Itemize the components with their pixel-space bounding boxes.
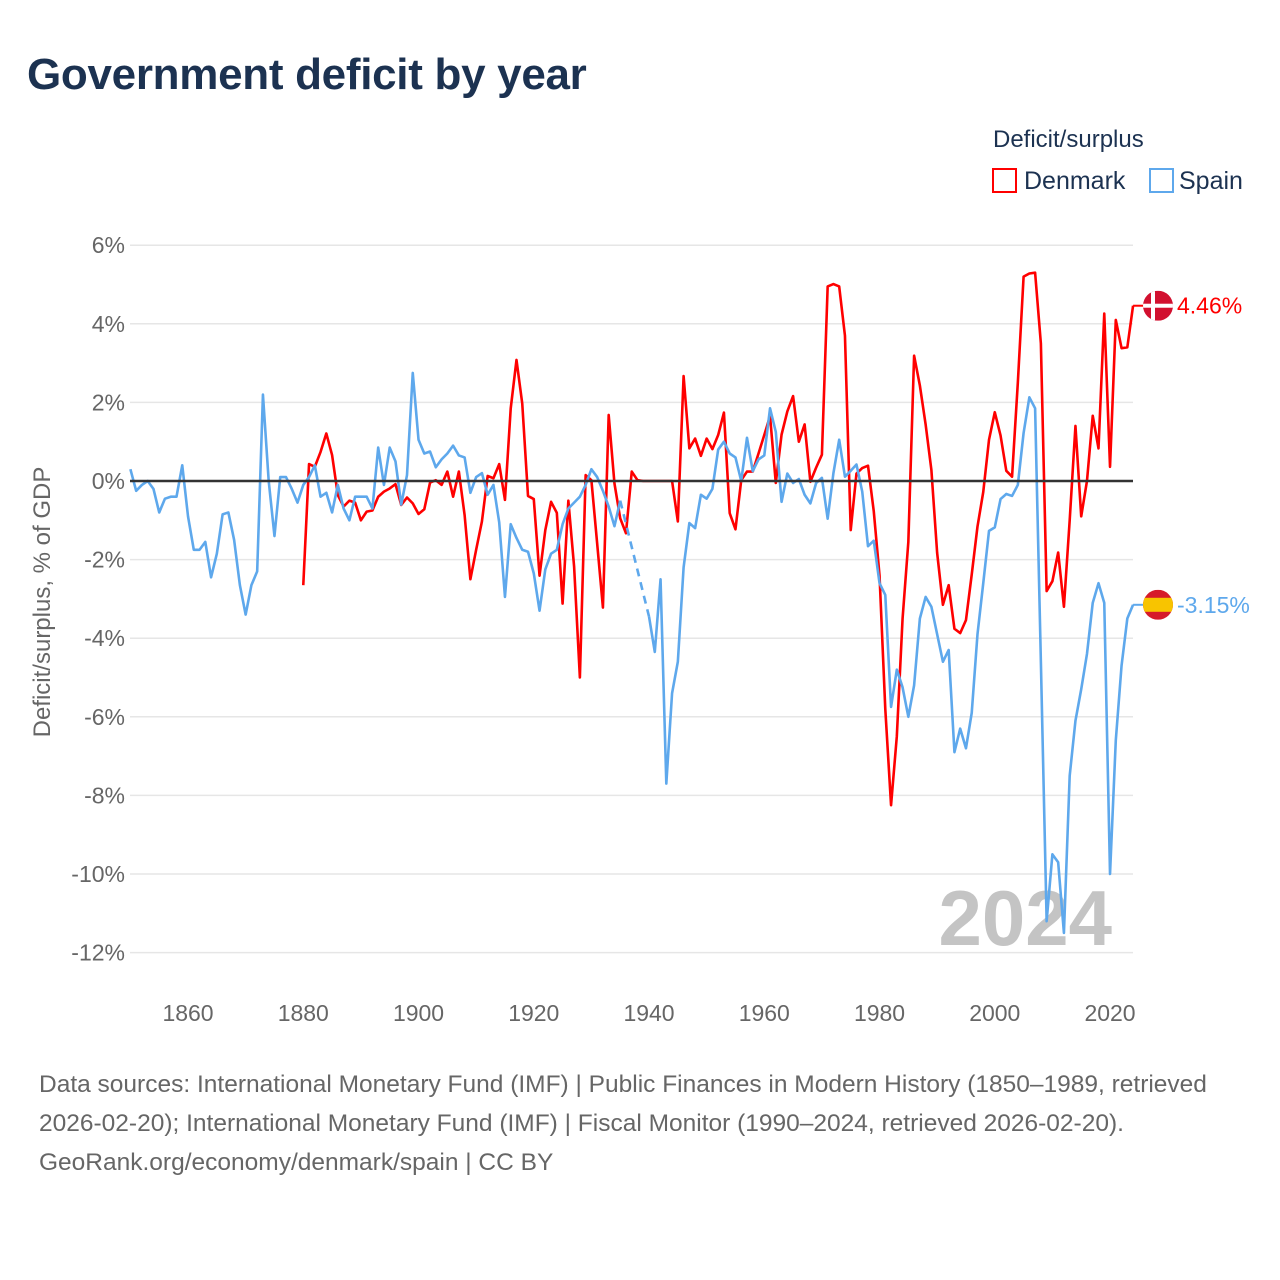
series-gap-spain [618,500,651,617]
y-tick-label: -2% [84,547,125,573]
footer: Data sources: International Monetary Fun… [39,1065,1239,1182]
y-tick-label: 4% [92,311,125,337]
x-tick-label: 1900 [393,1000,444,1026]
series-line-spain [647,395,1135,935]
x-tick-label: 1880 [278,1000,329,1026]
x-tick-label: 1920 [508,1000,559,1026]
y-tick-label: -10% [71,861,125,887]
legend-label-denmark: Denmark [1024,167,1126,195]
end-value-label-denmark: 4.46% [1177,293,1242,319]
credit-link[interactable]: GeoRank.org/economy/denmark/spain | CC B… [39,1149,554,1176]
legend: Deficit/surplus Denmark Spain [992,126,1243,195]
series-line-spain [129,371,622,616]
data-sources: Data sources: International Monetary Fun… [39,1071,1207,1137]
x-tick-label: 1860 [162,1000,213,1026]
y-tick-label: 2% [92,389,125,415]
legend-swatch-denmark [992,168,1017,193]
x-tick-label: 1960 [739,1000,790,1026]
legend-item-denmark[interactable]: Denmark [992,167,1126,195]
legend-title: Deficit/surplus [993,126,1144,153]
y-axis-label: Deficit/surplus, % of GDP [29,467,56,738]
x-axis-ticks: 1860 1880 1900 1920 1940 1960 1980 2000 2020 [162,1000,1135,1026]
y-tick-label: 6% [92,232,125,258]
chart-title: Government deficit by year [27,50,587,99]
legend-swatch-spain [1149,168,1174,193]
y-tick-label: -6% [84,704,125,730]
x-tick-label: 2000 [969,1000,1020,1026]
gridlines [130,244,1133,954]
x-tick-label: 1980 [854,1000,905,1026]
legend-label-spain: Spain [1179,167,1243,195]
series-lines [129,271,1135,935]
legend-item-spain[interactable]: Spain [1149,167,1243,195]
x-tick-label: 1940 [623,1000,674,1026]
y-tick-label: 0% [92,468,125,494]
y-tick-label: -4% [84,625,125,651]
y-tick-label: -12% [71,940,125,966]
year-watermark: 2024 [938,874,1112,962]
flag-spain-icon [1143,589,1173,620]
end-value-label-spain: -3.15% [1177,592,1250,618]
y-axis-ticks: 6% 4% 2% 0% -2% -4% -6% -8% -10% -12% [71,232,125,965]
end-labels: 4.46% -3.15% [1133,290,1250,620]
series-line-denmark [301,271,1135,807]
x-tick-label: 2020 [1084,1000,1135,1026]
flag-denmark-icon [1143,290,1173,321]
y-tick-label: -8% [84,782,125,808]
